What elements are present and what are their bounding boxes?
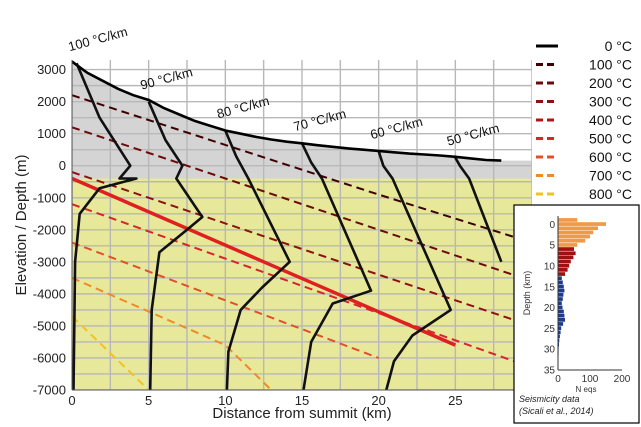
isotherm-legend: 0 °C 100 °C 200 °C 300 °C 400 °C 500 °C 600 °C… <box>536 38 632 202</box>
geotherm-profile <box>377 150 453 390</box>
inset-bar <box>558 297 563 301</box>
x-axis-title: Distance from summit (km) <box>212 405 391 422</box>
isotherm-line <box>72 171 532 327</box>
inset-y-tick-label: 20 <box>544 303 556 314</box>
inset-bar <box>558 222 606 226</box>
inset-bar <box>558 284 564 289</box>
inset-bar <box>558 243 578 247</box>
legend-label: 600 °C <box>589 149 632 165</box>
inset-y-tick-label: 0 <box>549 220 555 231</box>
x-tick-label: 5 <box>145 393 152 408</box>
inset-bar <box>558 280 563 285</box>
inset-bar <box>558 218 578 222</box>
geotherm-profile <box>147 101 204 390</box>
inset-bar <box>558 263 570 268</box>
inset-y-axis-title: Depth (km) <box>522 271 532 316</box>
y-tick-label: -5000 <box>33 318 66 333</box>
inset-bar <box>558 322 564 326</box>
inset-bar <box>558 301 562 305</box>
legend-label: 500 °C <box>589 131 632 147</box>
inset-bar <box>558 326 562 330</box>
inset-bar <box>558 230 594 235</box>
inset-y-tick-label: 25 <box>544 324 556 335</box>
inset-y-tick-label: 35 <box>544 366 556 377</box>
inset-bar <box>558 318 565 322</box>
y-tick-label: 3000 <box>37 62 66 77</box>
inset-bar <box>558 268 568 272</box>
legend-label: 400 °C <box>589 112 632 128</box>
grid <box>72 60 532 390</box>
inset-bar <box>558 226 598 231</box>
x-tick-label: 10 <box>218 393 232 408</box>
profile-label: 90 °C/km <box>139 64 195 92</box>
inset-bar <box>558 338 560 343</box>
x-tick-label: 20 <box>371 393 385 408</box>
legend-label: 800 °C <box>589 186 632 202</box>
x-tick-label: 25 <box>448 393 462 408</box>
isotherm-line <box>72 276 272 390</box>
topography-line <box>72 60 502 162</box>
isotherm-line <box>72 241 380 359</box>
geotherm-profiles <box>72 60 503 390</box>
y-tick-label: 1000 <box>37 126 66 141</box>
inset-bar <box>558 309 564 314</box>
isotherm-line <box>72 94 532 244</box>
inset-bar <box>558 305 563 310</box>
geotherm-profile <box>72 62 138 390</box>
inset-bar <box>558 259 571 264</box>
x-tick-label: 15 <box>295 393 309 408</box>
legend-label: 200 °C <box>589 75 632 91</box>
isotherm-lines <box>72 94 532 390</box>
inset-x-axis-title: N eqs <box>576 385 597 394</box>
legend-label: 0 °C <box>605 38 632 54</box>
inset-x-tick-label: 200 <box>614 374 631 385</box>
inset-caption-line: Seismicity data <box>519 394 580 404</box>
inset-bar <box>558 334 560 339</box>
inset-bar <box>558 272 565 276</box>
inset-bar <box>558 247 574 251</box>
x-tick-label: 0 <box>68 393 75 408</box>
profile-label: 100 °C/km <box>66 24 129 54</box>
inset-bar <box>558 293 564 297</box>
geotherm-profile <box>300 142 373 390</box>
inset-bar <box>558 251 576 256</box>
profile-label: 70 °C/km <box>292 106 348 134</box>
legend-label: 300 °C <box>589 94 632 110</box>
y-axis-title: Elevation / Depth (m) <box>13 155 30 296</box>
legend-label: 100 °C <box>589 57 632 73</box>
y-tick-label: 2000 <box>37 94 66 109</box>
profile-label: 50 °C/km <box>445 120 501 148</box>
y-tick-label: -7000 <box>33 383 66 398</box>
inset-y-tick-label: 30 <box>544 345 556 356</box>
inset-caption-line: (Sicali et al., 2014) <box>519 406 594 416</box>
isotherm-line <box>72 315 150 390</box>
y-tick-label: 0 <box>59 158 66 173</box>
inset-bar <box>558 238 586 243</box>
inset-bar <box>558 255 574 260</box>
y-tick-label: -3000 <box>33 254 66 269</box>
y-tick-label: -1000 <box>33 190 66 205</box>
inset-bar <box>558 330 561 335</box>
legend-label: 700 °C <box>589 168 632 184</box>
inset-y-tick-label: 15 <box>544 282 556 293</box>
isotherm-line <box>72 203 532 369</box>
isotherm-line <box>72 126 532 283</box>
inset-bar <box>558 276 562 281</box>
geotherm-profile <box>224 129 292 390</box>
magma-line <box>72 176 456 347</box>
inset-bar <box>558 313 565 318</box>
y-tick-label: -2000 <box>33 222 66 237</box>
inset-y-tick-label: 10 <box>544 261 556 272</box>
y-tick-label: -6000 <box>33 350 66 365</box>
inset-bar <box>558 288 565 293</box>
geotherm-profile <box>454 157 503 263</box>
y-tick-label: -4000 <box>33 286 66 301</box>
inset-x-tick-label: 0 <box>555 374 561 385</box>
inset-x-tick-label: 100 <box>582 374 599 385</box>
inset-y-tick-label: 5 <box>549 241 555 252</box>
inset-bar <box>558 234 590 239</box>
